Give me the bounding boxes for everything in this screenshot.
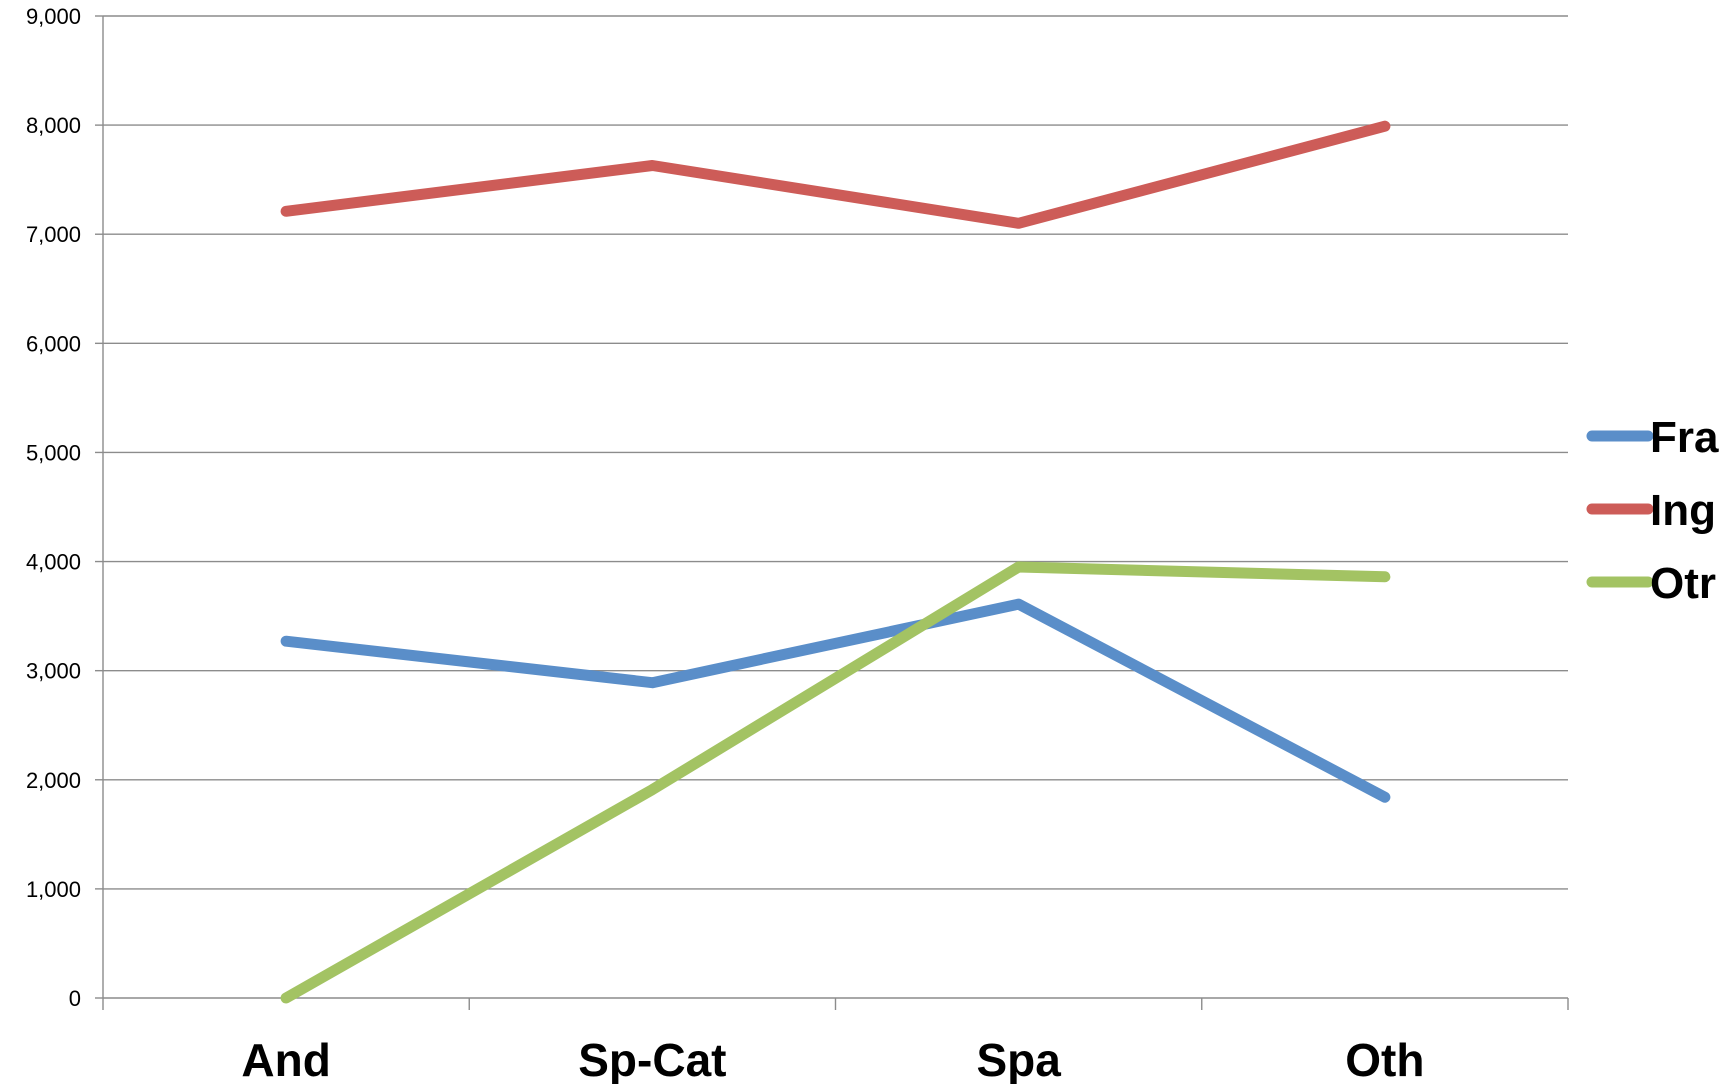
x-tick-label: Oth <box>1345 1034 1424 1084</box>
legend-label: Otr <box>1650 559 1716 608</box>
y-tick-label: 4,000 <box>26 550 81 575</box>
y-tick-label: 8,000 <box>26 113 81 138</box>
y-tick-label: 0 <box>69 986 81 1011</box>
axes <box>102 16 1568 999</box>
grid-lines <box>103 15 1568 890</box>
series-line-fra <box>280 598 1391 803</box>
y-tick-label: 1,000 <box>26 877 81 902</box>
y-tick-label: 2,000 <box>26 768 81 793</box>
legend: Fra Ing Otr <box>1586 413 1719 608</box>
y-tick-label: 5,000 <box>26 440 81 465</box>
y-axis-ticks: 0 1,000 2,000 3,000 4,000 5,000 6,000 7,000 8,00… <box>26 4 103 1011</box>
legend-label: Fra <box>1650 413 1719 462</box>
x-axis-ticks: And Sp-Cat Spa Oth <box>102 998 1569 1084</box>
series-line-otr <box>280 561 1391 1004</box>
y-tick-label: 9,000 <box>26 4 81 29</box>
series-lines <box>280 120 1391 1004</box>
x-tick-label: Sp-Cat <box>578 1034 726 1084</box>
x-tick-label: And <box>241 1034 330 1084</box>
series-line-ing <box>280 120 1391 229</box>
y-tick-label: 3,000 <box>26 659 81 684</box>
y-tick-label: 6,000 <box>26 331 81 356</box>
y-tick-label: 7,000 <box>26 222 81 247</box>
legend-label: Ing <box>1650 486 1716 535</box>
x-tick-label: Spa <box>976 1034 1061 1084</box>
